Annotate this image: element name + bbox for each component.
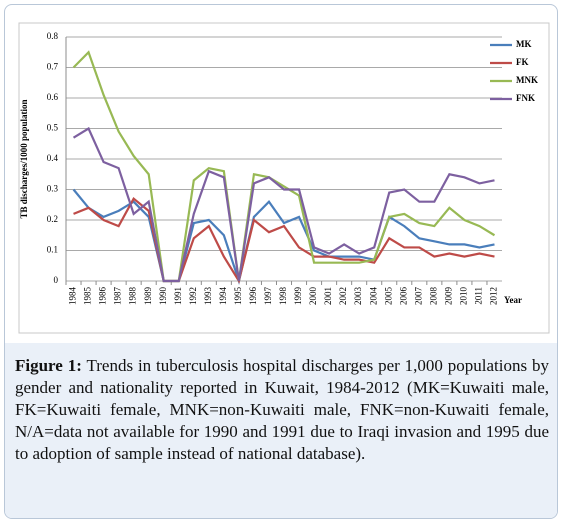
x-tick-label: 1985: [83, 287, 93, 306]
x-tick-label: 2000: [308, 287, 318, 306]
y-tick-label: 0.4: [47, 153, 59, 163]
x-tick-label: 2004: [368, 287, 378, 306]
x-tick-label: 2012: [489, 287, 499, 305]
legend-label: FK: [516, 57, 529, 67]
series-line: [72, 188, 495, 286]
x-tick-label: 1995: [233, 287, 243, 306]
x-tick-label: 2002: [338, 287, 348, 305]
legend-label: MNK: [516, 75, 538, 85]
y-tick-label: 0.1: [47, 245, 58, 255]
x-tick-label: 1993: [203, 287, 213, 306]
x-tick-label: 1989: [143, 287, 153, 306]
y-tick-label: 0.8: [47, 31, 59, 41]
x-tick-label: 1992: [188, 287, 198, 305]
x-tick-label: 2007: [413, 287, 423, 306]
x-tick-label: 1991: [173, 287, 183, 305]
x-tick-label: 1986: [98, 287, 108, 306]
x-tick-label: 1987: [113, 287, 123, 306]
y-tick-label: 0.6: [47, 92, 59, 102]
series-line: [72, 50, 496, 283]
y-tick-label: 0: [54, 275, 59, 285]
chart: TB discharges/1000 population Year 0 0.1 0…: [18, 22, 550, 334]
caption-label: Figure 1:: [15, 356, 82, 375]
x-tick-label: 1988: [128, 287, 138, 306]
x-tick-label: 1999: [293, 287, 303, 306]
legend-label: MK: [516, 39, 532, 49]
x-tick-label: 2010: [458, 287, 468, 306]
x-tick-label: 2008: [428, 287, 438, 306]
x-tick-label: 2003: [353, 287, 363, 306]
x-tick-label: 1997: [263, 287, 273, 306]
x-tick-label: 1998: [278, 287, 288, 306]
x-tick-label: 1994: [218, 287, 228, 306]
x-tick-label: 1990: [158, 287, 168, 306]
y-tick-label: 0.2: [47, 214, 58, 224]
series-line: [72, 126, 495, 283]
x-axis-label: Year: [504, 295, 522, 305]
caption-text: Trends in tuberculosis hospital discharg…: [15, 356, 549, 463]
x-tick-label: 2009: [443, 287, 453, 306]
x-tick-label: 2006: [398, 287, 408, 306]
x-tick-label: 2001: [323, 287, 333, 305]
x-tick-label: 1996: [248, 287, 258, 306]
x-tick-label: 1984: [68, 287, 78, 306]
caption: Figure 1: Trends in tuberculosis hospita…: [5, 343, 557, 518]
y-tick-label: 0.5: [47, 123, 59, 133]
y-axis-label: TB discharges/1000 population: [19, 99, 29, 218]
legend-label: FNK: [516, 93, 535, 103]
x-tick-label: 2011: [474, 287, 484, 305]
figure: TB discharges/1000 population Year 0 0.1 0…: [4, 4, 558, 519]
y-tick-label: 0.3: [47, 184, 59, 194]
y-tick-label: 0.7: [47, 62, 59, 72]
x-tick-label: 2005: [383, 287, 393, 306]
